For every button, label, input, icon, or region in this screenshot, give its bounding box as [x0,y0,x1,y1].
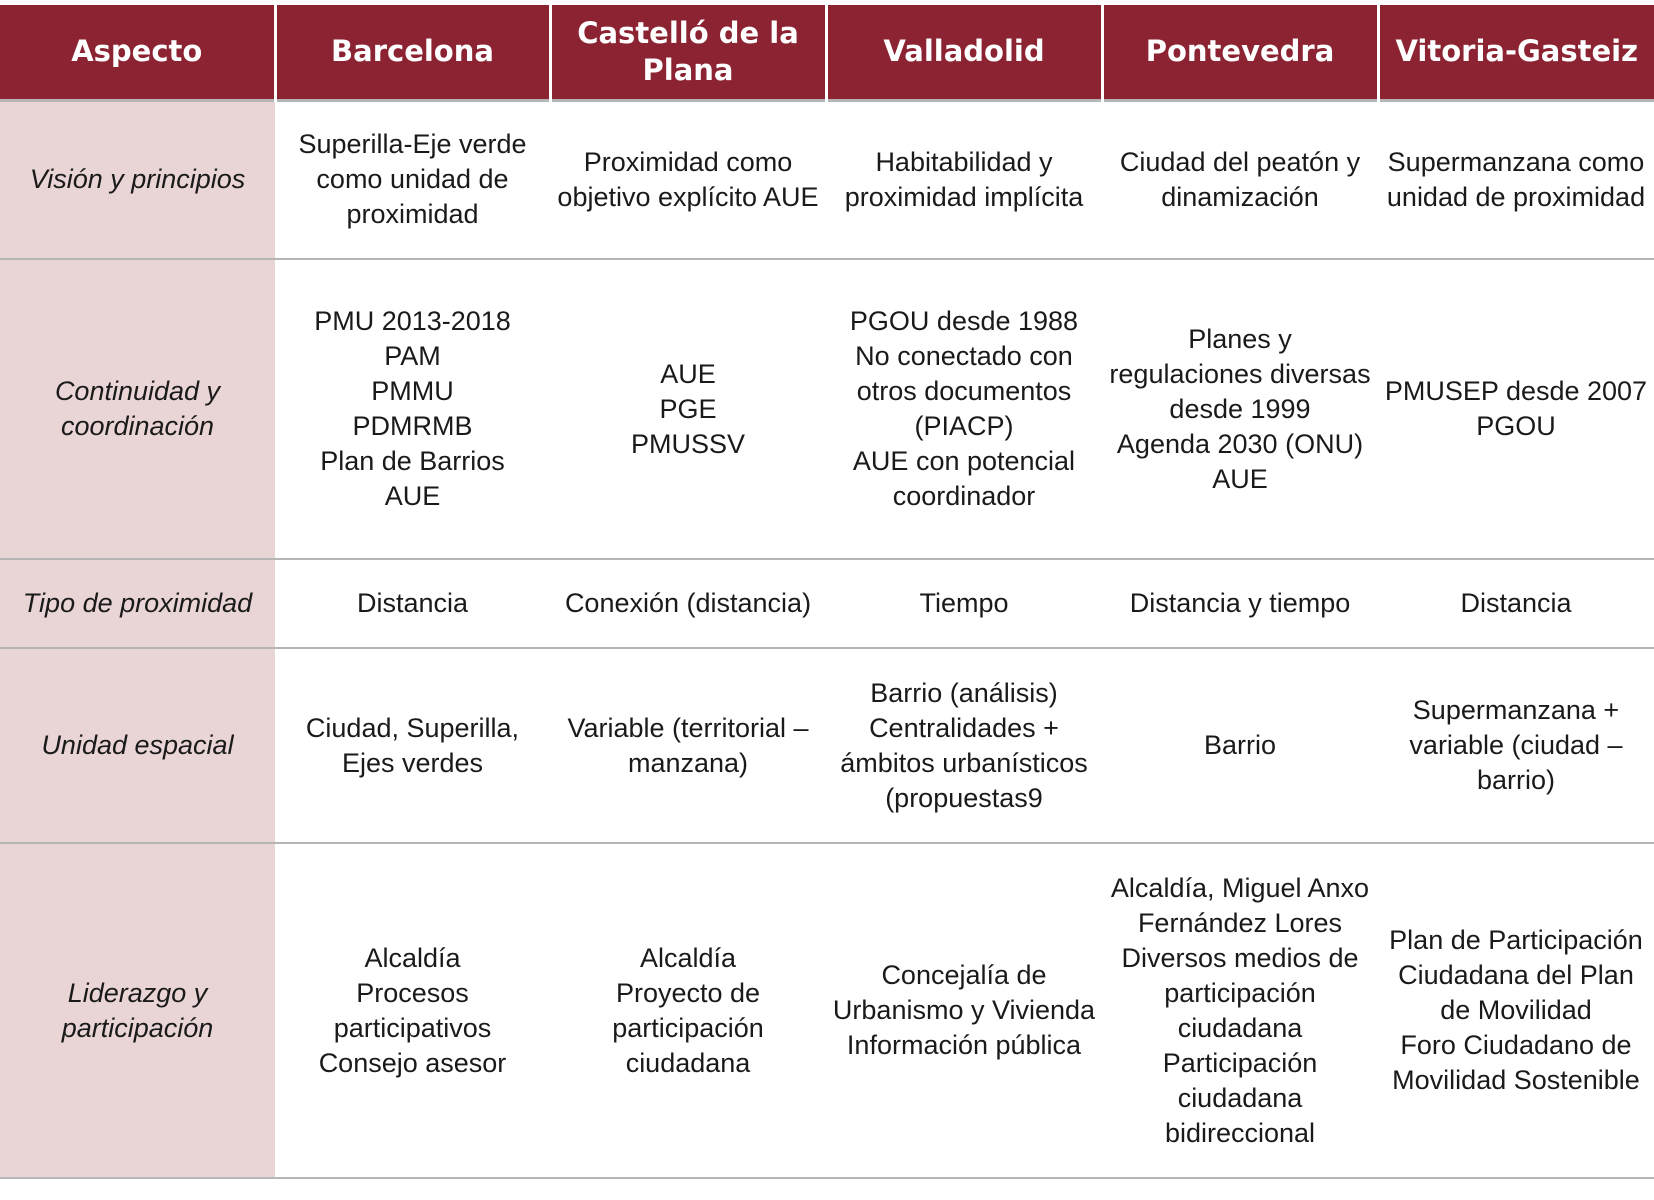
table-cell: Alcaldía, Miguel Anxo Fernández Lores Di… [1102,843,1378,1179]
table-cell: Supermanzana como unidad de proximidad [1378,100,1654,260]
table-cell: Habitabilidad y proximidad implícita [826,100,1102,260]
header-barcelona: Barcelona [273,5,550,100]
table-cell: Distancia y tiempo [1102,559,1378,649]
row-aspect-label: Continuidad y coordinación [0,259,275,560]
comparison-table-container: Aspecto Barcelona Castelló de la Plana V… [0,5,1654,1179]
table-row: Tipo de proximidad Distancia Conexión (d… [0,559,1654,649]
table-cell: Barrio [1102,648,1378,844]
table-cell: Tiempo [826,559,1102,649]
table-cell: Distancia [275,559,550,649]
header-castello: Castelló de la Plana [548,5,826,100]
table-cell: PMUSEP desde 2007 PGOU [1378,259,1654,560]
comparison-table: Aspecto Barcelona Castelló de la Plana V… [0,5,1654,1179]
header-valladolid: Valladolid [824,5,1102,100]
table-cell: Ciudad, Superilla, Ejes verdes [275,648,550,844]
row-aspect-label: Visión y principios [0,100,275,260]
table-cell: Proximidad como objetivo explícito AUE [550,100,826,260]
header-row: Aspecto Barcelona Castelló de la Plana V… [0,5,1654,100]
header-vitoria-gasteiz: Vitoria-Gasteiz [1376,5,1654,100]
table-cell: Superilla-Eje verde como unidad de proxi… [275,100,550,260]
table-cell: Ciudad del peatón y dinamización [1102,100,1378,260]
table-cell: PMU 2013-2018 PAM PMMU PDMRMB Plan de Ba… [275,259,550,560]
row-aspect-label: Tipo de proximidad [0,559,275,649]
table-row: Continuidad y coordinación PMU 2013-2018… [0,259,1654,560]
table-cell: Supermanzana + variable (ciudad – barrio… [1378,648,1654,844]
row-aspect-label: Liderazgo y participación [0,843,275,1179]
table-row: Unidad espacial Ciudad, Superilla, Ejes … [0,648,1654,844]
table-cell: Conexión (distancia) [550,559,826,649]
table-cell: Alcaldía Procesos participativos Consejo… [275,843,550,1179]
table-cell: Plan de Participación Ciudadana del Plan… [1378,843,1654,1179]
table-cell: Distancia [1378,559,1654,649]
table-row: Liderazgo y participación Alcaldía Proce… [0,843,1654,1179]
table-cell: AUE PGE PMUSSV [550,259,826,560]
table-cell: Variable (territorial – manzana) [550,648,826,844]
table-cell: Barrio (análisis) Centralidades + ámbito… [826,648,1102,844]
table-cell: Planes y regulaciones diversas desde 199… [1102,259,1378,560]
header-aspect: Aspecto [0,5,275,100]
table-cell: PGOU desde 1988 No conectado con otros d… [826,259,1102,560]
header-pontevedra: Pontevedra [1100,5,1378,100]
table-cell: Alcaldía Proyecto de participación ciuda… [550,843,826,1179]
table-row: Visión y principios Superilla-Eje verde … [0,100,1654,260]
table-cell: Concejalía de Urbanismo y Vivienda Infor… [826,843,1102,1179]
row-aspect-label: Unidad espacial [0,648,275,844]
